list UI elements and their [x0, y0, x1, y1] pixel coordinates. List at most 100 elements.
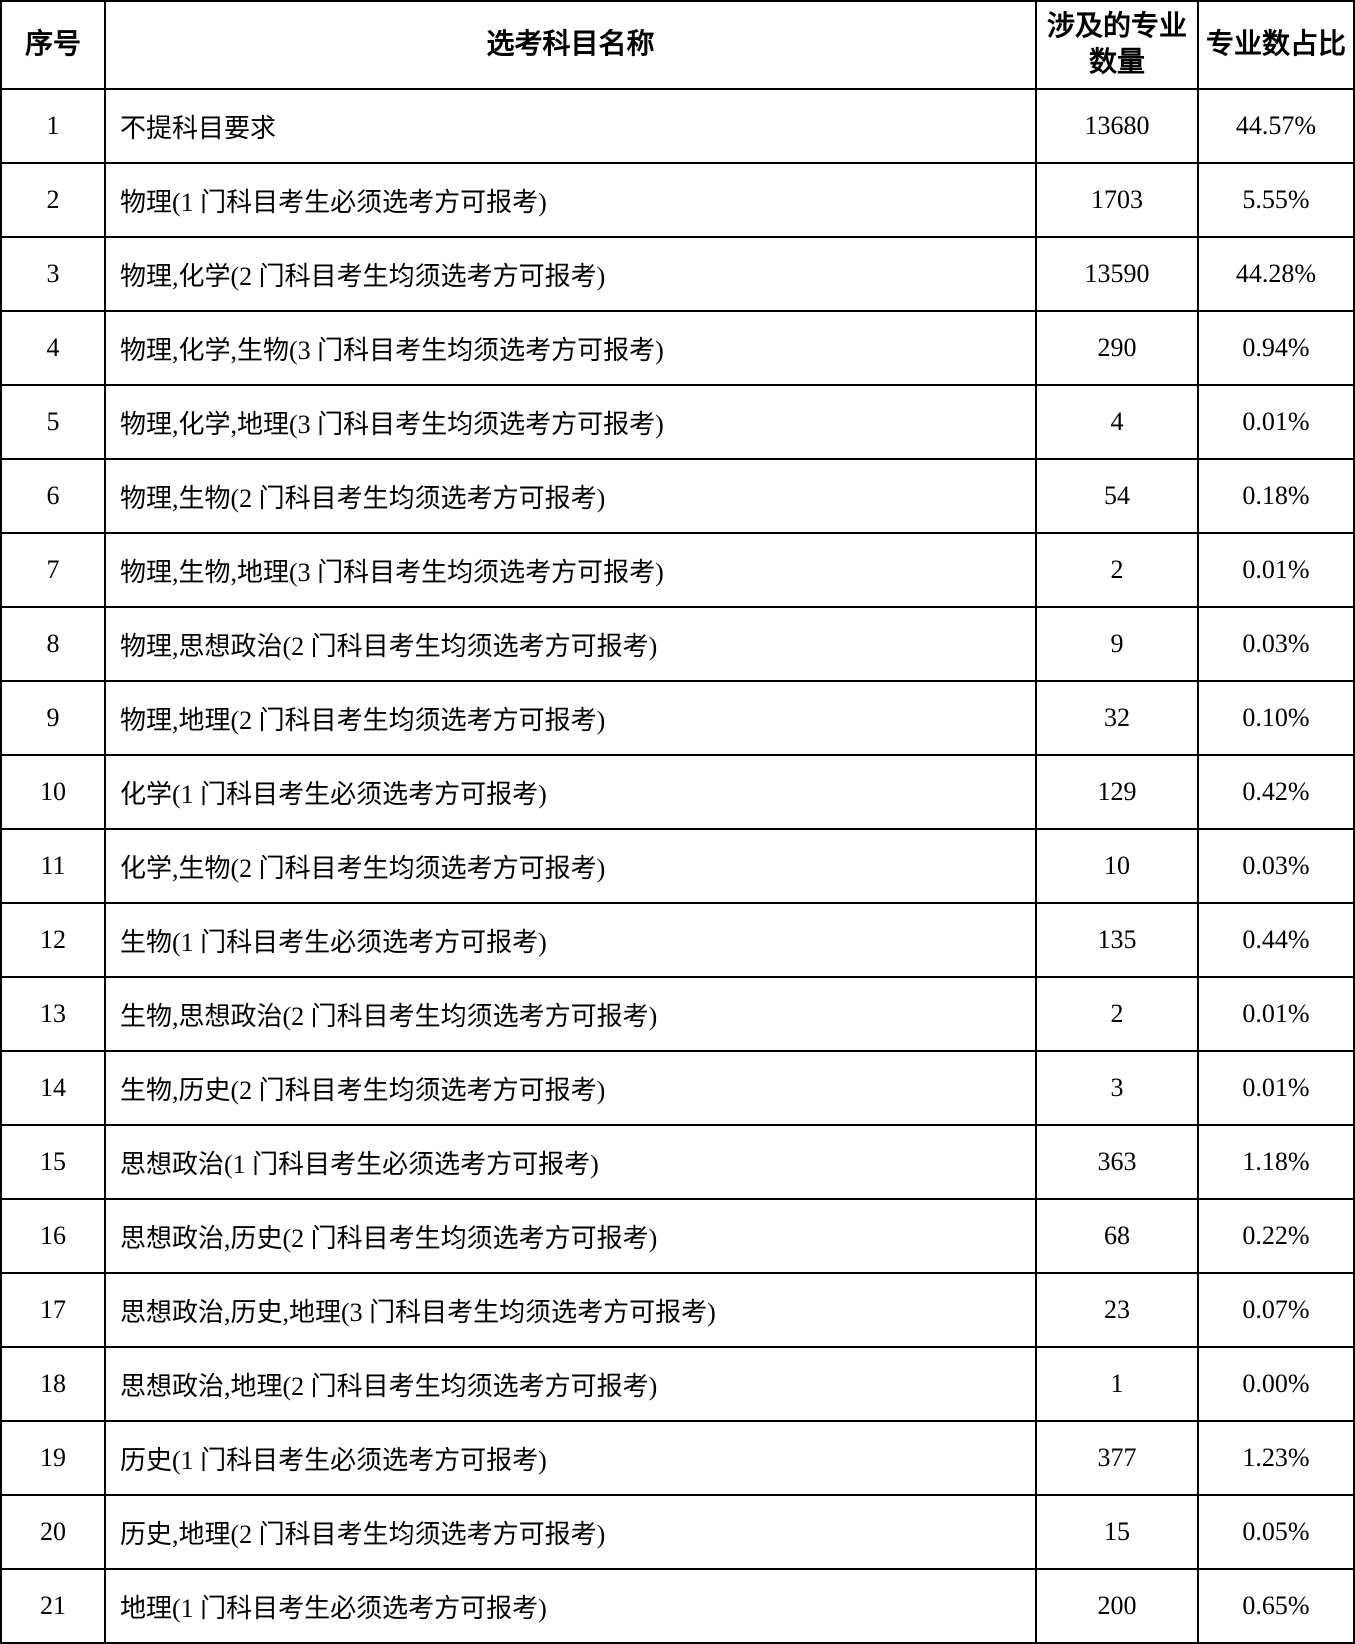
cell-count: 4	[1036, 385, 1198, 459]
cell-name: 物理,生物(2 门科目考生均须选考方可报考)	[105, 459, 1036, 533]
cell-pct: 0.44%	[1198, 903, 1354, 977]
cell-pct: 5.55%	[1198, 163, 1354, 237]
cell-name: 化学,生物(2 门科目考生均须选考方可报考)	[105, 829, 1036, 903]
cell-seq: 7	[1, 533, 105, 607]
table-row: 4物理,化学,生物(3 门科目考生均须选考方可报考)2900.94%	[1, 311, 1354, 385]
cell-seq: 3	[1, 237, 105, 311]
table-row: 20历史,地理(2 门科目考生均须选考方可报考)150.05%	[1, 1495, 1354, 1569]
cell-seq: 20	[1, 1495, 105, 1569]
cell-seq: 9	[1, 681, 105, 755]
cell-name: 生物(1 门科目考生必须选考方可报考)	[105, 903, 1036, 977]
cell-count: 200	[1036, 1569, 1198, 1643]
cell-count: 377	[1036, 1421, 1198, 1495]
table-row: 7物理,生物,地理(3 门科目考生均须选考方可报考)20.01%	[1, 533, 1354, 607]
cell-count: 9	[1036, 607, 1198, 681]
cell-seq: 16	[1, 1199, 105, 1273]
cell-count: 32	[1036, 681, 1198, 755]
cell-count: 129	[1036, 755, 1198, 829]
cell-seq: 21	[1, 1569, 105, 1643]
cell-count: 68	[1036, 1199, 1198, 1273]
table-row: 9物理,地理(2 门科目考生均须选考方可报考)320.10%	[1, 681, 1354, 755]
cell-name: 化学(1 门科目考生必须选考方可报考)	[105, 755, 1036, 829]
cell-pct: 0.03%	[1198, 829, 1354, 903]
cell-seq: 18	[1, 1347, 105, 1421]
cell-count: 15	[1036, 1495, 1198, 1569]
cell-seq: 2	[1, 163, 105, 237]
cell-seq: 6	[1, 459, 105, 533]
cell-pct: 0.03%	[1198, 607, 1354, 681]
cell-seq: 10	[1, 755, 105, 829]
cell-count: 135	[1036, 903, 1198, 977]
table-row: 14生物,历史(2 门科目考生均须选考方可报考)30.01%	[1, 1051, 1354, 1125]
cell-seq: 8	[1, 607, 105, 681]
cell-pct: 44.28%	[1198, 237, 1354, 311]
header-seq: 序号	[1, 1, 105, 89]
cell-count: 1	[1036, 1347, 1198, 1421]
cell-pct: 0.22%	[1198, 1199, 1354, 1273]
cell-count: 23	[1036, 1273, 1198, 1347]
cell-count: 13590	[1036, 237, 1198, 311]
cell-pct: 0.10%	[1198, 681, 1354, 755]
cell-pct: 0.07%	[1198, 1273, 1354, 1347]
cell-pct: 0.94%	[1198, 311, 1354, 385]
cell-seq: 5	[1, 385, 105, 459]
cell-pct: 1.23%	[1198, 1421, 1354, 1495]
table-row: 10化学(1 门科目考生必须选考方可报考)1290.42%	[1, 755, 1354, 829]
table-row: 8物理,思想政治(2 门科目考生均须选考方可报考)90.03%	[1, 607, 1354, 681]
cell-pct: 0.05%	[1198, 1495, 1354, 1569]
cell-pct: 1.18%	[1198, 1125, 1354, 1199]
cell-count: 1703	[1036, 163, 1198, 237]
cell-name: 物理,化学(2 门科目考生均须选考方可报考)	[105, 237, 1036, 311]
header-pct: 专业数占比	[1198, 1, 1354, 89]
cell-count: 363	[1036, 1125, 1198, 1199]
cell-name: 不提科目要求	[105, 89, 1036, 163]
cell-name: 物理(1 门科目考生必须选考方可报考)	[105, 163, 1036, 237]
cell-count: 54	[1036, 459, 1198, 533]
cell-count: 13680	[1036, 89, 1198, 163]
table-row: 3物理,化学(2 门科目考生均须选考方可报考)1359044.28%	[1, 237, 1354, 311]
cell-seq: 12	[1, 903, 105, 977]
cell-name: 思想政治,历史(2 门科目考生均须选考方可报考)	[105, 1199, 1036, 1273]
cell-pct: 0.01%	[1198, 1051, 1354, 1125]
cell-seq: 1	[1, 89, 105, 163]
table-row: 15思想政治(1 门科目考生必须选考方可报考)3631.18%	[1, 1125, 1354, 1199]
table-row: 11化学,生物(2 门科目考生均须选考方可报考)100.03%	[1, 829, 1354, 903]
cell-seq: 11	[1, 829, 105, 903]
table-row: 5物理,化学,地理(3 门科目考生均须选考方可报考)40.01%	[1, 385, 1354, 459]
cell-count: 290	[1036, 311, 1198, 385]
cell-name: 生物,思想政治(2 门科目考生均须选考方可报考)	[105, 977, 1036, 1051]
table-row: 21地理(1 门科目考生必须选考方可报考)2000.65%	[1, 1569, 1354, 1643]
cell-seq: 13	[1, 977, 105, 1051]
header-name: 选考科目名称	[105, 1, 1036, 89]
cell-count: 3	[1036, 1051, 1198, 1125]
table-row: 2物理(1 门科目考生必须选考方可报考)17035.55%	[1, 163, 1354, 237]
cell-seq: 4	[1, 311, 105, 385]
cell-seq: 17	[1, 1273, 105, 1347]
table-row: 1不提科目要求1368044.57%	[1, 89, 1354, 163]
cell-pct: 0.01%	[1198, 533, 1354, 607]
table-row: 17思想政治,历史,地理(3 门科目考生均须选考方可报考)230.07%	[1, 1273, 1354, 1347]
table-row: 18思想政治,地理(2 门科目考生均须选考方可报考)10.00%	[1, 1347, 1354, 1421]
table-body: 1不提科目要求1368044.57%2物理(1 门科目考生必须选考方可报考)17…	[1, 89, 1354, 1643]
cell-name: 思想政治,历史,地理(3 门科目考生均须选考方可报考)	[105, 1273, 1036, 1347]
cell-pct: 0.42%	[1198, 755, 1354, 829]
cell-name: 生物,历史(2 门科目考生均须选考方可报考)	[105, 1051, 1036, 1125]
cell-name: 地理(1 门科目考生必须选考方可报考)	[105, 1569, 1036, 1643]
cell-pct: 0.01%	[1198, 977, 1354, 1051]
cell-pct: 0.01%	[1198, 385, 1354, 459]
table-row: 13生物,思想政治(2 门科目考生均须选考方可报考)20.01%	[1, 977, 1354, 1051]
table-row: 16思想政治,历史(2 门科目考生均须选考方可报考)680.22%	[1, 1199, 1354, 1273]
cell-pct: 0.18%	[1198, 459, 1354, 533]
cell-seq: 14	[1, 1051, 105, 1125]
cell-name: 历史(1 门科目考生必须选考方可报考)	[105, 1421, 1036, 1495]
header-count: 涉及的专业数量	[1036, 1, 1198, 89]
cell-count: 2	[1036, 977, 1198, 1051]
cell-name: 物理,思想政治(2 门科目考生均须选考方可报考)	[105, 607, 1036, 681]
cell-name: 物理,化学,地理(3 门科目考生均须选考方可报考)	[105, 385, 1036, 459]
subject-requirements-table: 序号 选考科目名称 涉及的专业数量 专业数占比 1不提科目要求1368044.5…	[0, 0, 1355, 1644]
cell-pct: 0.00%	[1198, 1347, 1354, 1421]
cell-name: 物理,化学,生物(3 门科目考生均须选考方可报考)	[105, 311, 1036, 385]
cell-name: 历史,地理(2 门科目考生均须选考方可报考)	[105, 1495, 1036, 1569]
table-row: 6物理,生物(2 门科目考生均须选考方可报考)540.18%	[1, 459, 1354, 533]
cell-name: 思想政治,地理(2 门科目考生均须选考方可报考)	[105, 1347, 1036, 1421]
